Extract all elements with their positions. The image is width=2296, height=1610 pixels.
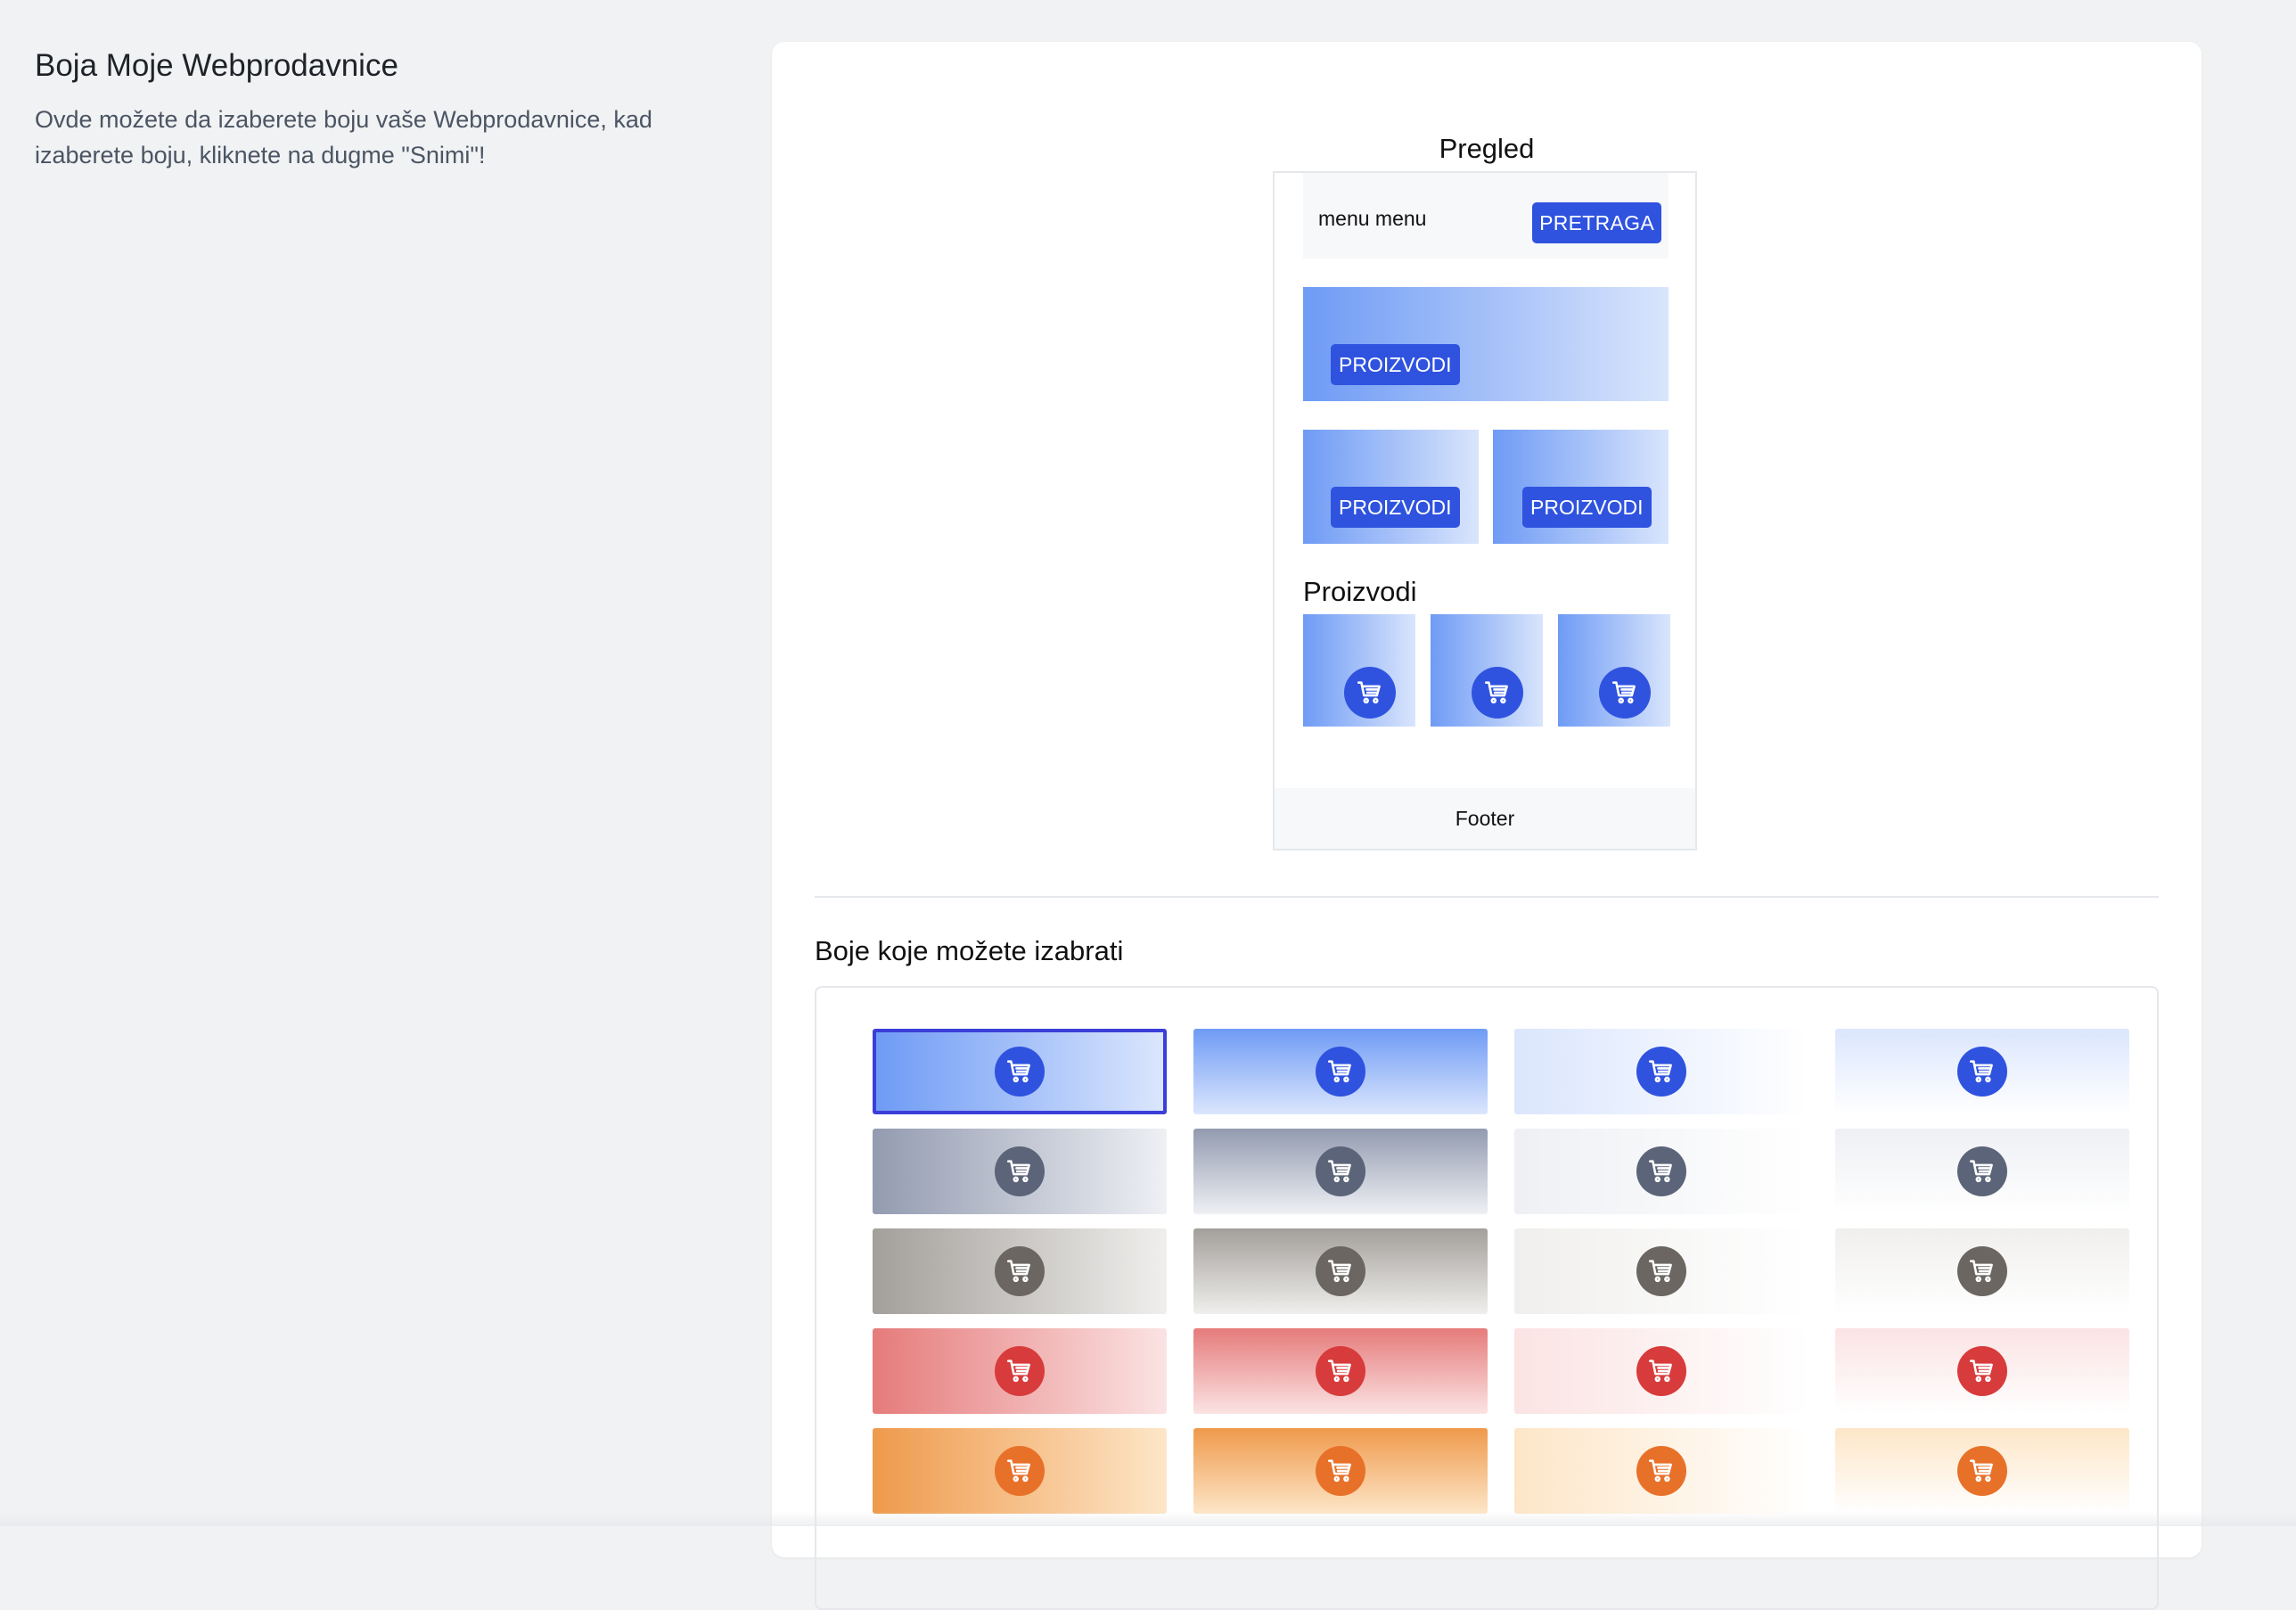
settings-intro: Boja Moje Webprodavnice Ovde možete da i… <box>35 46 694 173</box>
shopping-cart-icon <box>995 1346 1045 1396</box>
shopping-cart-icon <box>1316 1346 1365 1396</box>
preview-product-card <box>1431 614 1543 727</box>
shopping-cart-icon <box>995 1446 1045 1496</box>
shopping-cart-icon <box>1957 1146 2007 1196</box>
color-option-stone-4[interactable] <box>1835 1228 2129 1314</box>
shopping-cart-icon <box>1316 1146 1365 1196</box>
color-option-red-1[interactable] <box>873 1328 1167 1414</box>
color-option-slate-2[interactable] <box>1193 1129 1488 1214</box>
shopping-cart-icon <box>1636 1446 1686 1496</box>
color-option-orange-4[interactable] <box>1835 1428 2129 1514</box>
color-options-grid <box>815 986 2159 1610</box>
preview-main-banner: PROIZVODI <box>1303 287 1669 401</box>
shopping-cart-icon <box>1636 1146 1686 1196</box>
color-settings-card: Pregled menu menu PRETRAGA PROIZVODI PRO… <box>772 42 2202 1610</box>
shopping-cart-icon <box>1316 1446 1365 1496</box>
preview-title: Pregled <box>1439 133 1535 164</box>
shopping-cart-icon <box>1599 667 1651 719</box>
color-option-orange-1[interactable] <box>873 1428 1167 1514</box>
shopping-cart-icon <box>1957 1346 2007 1396</box>
preview-section-title: Proizvodi <box>1303 576 1417 607</box>
color-option-stone-1[interactable] <box>873 1228 1167 1314</box>
preview-header: menu menu PRETRAGA <box>1303 173 1669 259</box>
color-option-orange-3[interactable] <box>1514 1428 1808 1514</box>
color-option-stone-3[interactable] <box>1514 1228 1808 1314</box>
shopping-cart-icon <box>1344 667 1396 719</box>
shopping-cart-icon <box>1472 667 1523 719</box>
color-option-red-3[interactable] <box>1514 1328 1808 1414</box>
preview-product-card <box>1558 614 1670 727</box>
color-option-orange-2[interactable] <box>1193 1428 1488 1514</box>
preview-small-banner-button: PROIZVODI <box>1331 487 1460 528</box>
color-option-blue-4[interactable] <box>1835 1029 2129 1114</box>
shopping-cart-icon <box>995 1047 1045 1097</box>
shopping-cart-icon <box>995 1146 1045 1196</box>
store-preview: menu menu PRETRAGA PROIZVODI PROIZVODI P… <box>1273 171 1697 850</box>
shopping-cart-icon <box>1957 1047 2007 1097</box>
color-option-slate-3[interactable] <box>1514 1129 1808 1214</box>
shopping-cart-icon <box>995 1246 1045 1296</box>
preview-small-banner-2: PROIZVODI <box>1493 430 1669 544</box>
color-option-blue-3[interactable] <box>1514 1029 1808 1114</box>
shopping-cart-icon <box>1316 1047 1365 1097</box>
scroll-fade <box>0 1512 2296 1526</box>
preview-product-card <box>1303 614 1415 727</box>
shopping-cart-icon <box>1636 1047 1686 1097</box>
colors-section-title: Boje koje možete izabrati <box>815 935 1124 966</box>
color-option-blue-2[interactable] <box>1193 1029 1488 1114</box>
shopping-cart-icon <box>1636 1346 1686 1396</box>
shopping-cart-icon <box>1636 1246 1686 1296</box>
color-option-slate-1[interactable] <box>873 1129 1167 1214</box>
section-divider <box>815 896 2159 898</box>
preview-small-banner-button: PROIZVODI <box>1522 487 1652 528</box>
preview-small-banner-1: PROIZVODI <box>1303 430 1479 544</box>
shopping-cart-icon <box>1316 1246 1365 1296</box>
preview-banner-button: PROIZVODI <box>1331 344 1460 385</box>
color-option-stone-2[interactable] <box>1193 1228 1488 1314</box>
color-option-red-2[interactable] <box>1193 1328 1488 1414</box>
color-option-blue-1[interactable] <box>873 1029 1167 1114</box>
shopping-cart-icon <box>1957 1446 2007 1496</box>
page-title: Boja Moje Webprodavnice <box>35 48 398 83</box>
preview-search-button: PRETRAGA <box>1532 202 1661 243</box>
preview-footer: Footer <box>1275 788 1695 849</box>
color-option-slate-4[interactable] <box>1835 1129 2129 1214</box>
color-option-red-4[interactable] <box>1835 1328 2129 1414</box>
page-description: Ovde možete da izaberete boju vaše Webpr… <box>35 106 652 168</box>
preview-menu-text: menu menu <box>1318 207 1427 230</box>
shopping-cart-icon <box>1957 1246 2007 1296</box>
